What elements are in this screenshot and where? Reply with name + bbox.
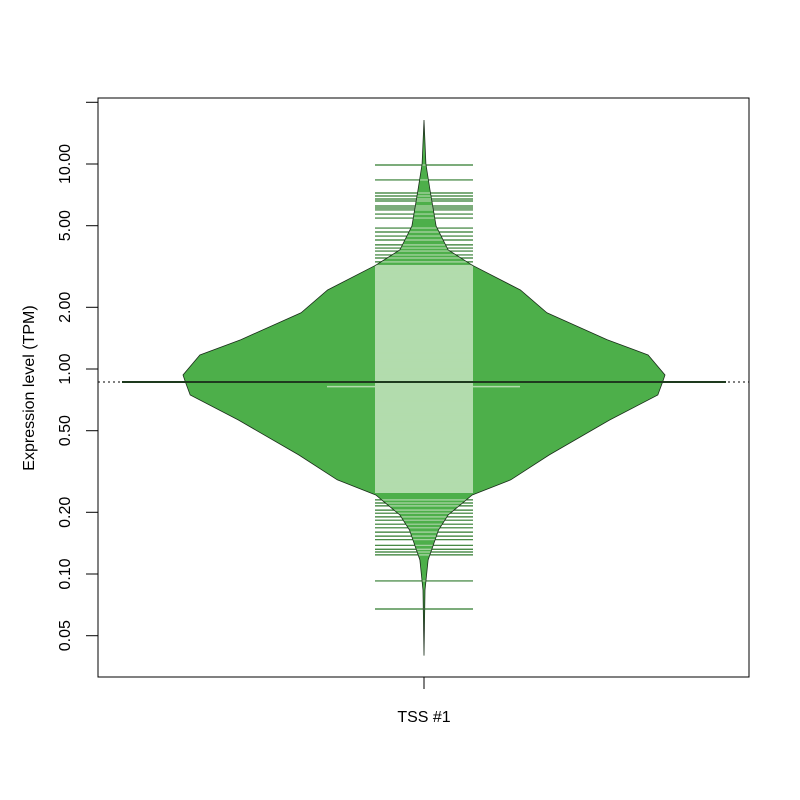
y-tick-label: 0.10	[57, 558, 74, 589]
y-axis: 10.00 5.00 2.00 1.00 0.50 0.20 0.10 0.05	[57, 101, 99, 651]
y-tick-label: 0.50	[57, 415, 74, 446]
y-tick-label: 5.00	[57, 210, 74, 241]
bean-outline	[182, 119, 666, 656]
x-tick-label: TSS #1	[397, 709, 450, 726]
observation-lines-inner	[375, 164, 473, 610]
y-tick-label: 10.00	[57, 144, 74, 184]
y-tick-label: 1.00	[57, 353, 74, 384]
y-axis-label: Expression level (TPM)	[21, 305, 38, 470]
y-tick-label: 0.05	[57, 620, 74, 651]
y-tick-label: 0.20	[57, 497, 74, 528]
y-tick-label: 2.00	[57, 292, 74, 323]
